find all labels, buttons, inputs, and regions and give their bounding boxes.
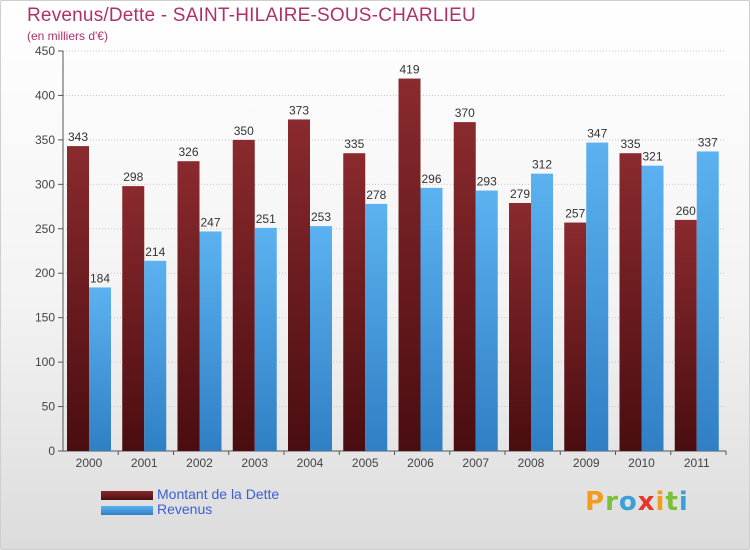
bar-revenus-2009 (586, 142, 609, 452)
bar-revenus-2006 (420, 187, 443, 451)
y-tick-label: 150 (35, 311, 55, 325)
x-tick-label: 2006 (407, 456, 434, 470)
x-tick-label: 2002 (186, 456, 213, 470)
bar-revenus-2011 (696, 151, 719, 451)
logo-letter: x (637, 487, 656, 517)
bar-dette-2005 (343, 153, 366, 451)
x-tick-label: 2008 (518, 456, 545, 470)
x-tick-label: 2003 (241, 456, 268, 470)
y-tick-label: 250 (35, 222, 55, 236)
y-tick-label: 350 (35, 133, 55, 147)
x-tick-label: 2005 (352, 456, 379, 470)
legend-swatch-revenus (101, 506, 153, 515)
bar-revenus-2000 (89, 287, 111, 451)
data-label-dette-2011: 260 (676, 204, 696, 218)
data-label-revenus-2009: 347 (587, 127, 607, 141)
bar-dette-2006 (398, 78, 421, 452)
logo-letter: i (655, 487, 666, 517)
bar-revenus-2004 (310, 226, 332, 451)
bar-dette-2009 (564, 222, 587, 451)
x-tick-label: 2001 (131, 456, 158, 470)
x-tick-label: 2004 (297, 456, 324, 470)
y-tick-label: 100 (35, 355, 55, 369)
y-tick-label: 300 (35, 177, 55, 191)
bar-dette-2007 (453, 122, 476, 451)
x-tick-label: 2007 (462, 456, 489, 470)
data-label-revenus-2003: 251 (256, 212, 276, 226)
data-label-revenus-2001: 214 (145, 245, 165, 259)
data-label-revenus-2002: 247 (200, 215, 220, 229)
bar-dette-2010 (619, 153, 642, 451)
x-tick-label: 2011 (684, 456, 710, 470)
data-label-revenus-2011: 337 (698, 135, 718, 149)
data-label-dette-2001: 298 (123, 170, 143, 184)
data-label-revenus-2010: 321 (642, 150, 662, 164)
logo-letter: i (678, 487, 689, 517)
logo-letter: P (585, 487, 606, 517)
data-label-dette-2008: 279 (510, 187, 530, 201)
data-label-dette-2006: 419 (399, 63, 419, 77)
data-label-dette-2000: 343 (68, 130, 88, 144)
bar-revenus-2002 (199, 231, 222, 451)
bar-dette-2002 (177, 161, 200, 451)
logo-letter: t (665, 487, 679, 517)
data-label-revenus-2006: 296 (421, 172, 441, 186)
y-tick-label: 400 (35, 88, 55, 102)
data-label-dette-2003: 350 (234, 124, 254, 138)
bar-dette-2004 (288, 119, 310, 451)
proxiti-logo: Proxiti (585, 487, 689, 517)
bar-revenus-2003 (254, 227, 277, 451)
y-tick-label: 450 (35, 44, 55, 58)
data-label-dette-2004: 373 (289, 103, 309, 117)
x-tick-label: 2010 (628, 456, 655, 470)
bar-dette-2000 (67, 146, 89, 451)
y-tick-label: 0 (48, 444, 55, 458)
data-label-revenus-2000: 184 (90, 271, 110, 285)
bar-revenus-2008 (531, 173, 553, 451)
logo-letter: r (605, 487, 619, 517)
bar-revenus-2005 (365, 203, 388, 451)
data-label-dette-2007: 370 (455, 106, 475, 120)
bar-dette-2001 (122, 186, 145, 451)
bar-revenus-2007 (475, 190, 498, 452)
x-tick-label: 2009 (573, 456, 600, 470)
data-label-revenus-2007: 293 (477, 175, 497, 189)
y-tick-label: 50 (42, 400, 56, 414)
bar-revenus-2001 (144, 260, 167, 451)
data-label-dette-2005: 335 (344, 137, 364, 151)
x-tick-label: 2000 (76, 456, 103, 470)
bar-dette-2003 (232, 139, 255, 451)
chart-title: Revenus/Dette - SAINT-HILAIRE-SOUS-CHARL… (27, 5, 476, 26)
data-label-dette-2009: 257 (565, 207, 585, 221)
logo-letter: o (618, 487, 638, 517)
data-label-revenus-2008: 312 (532, 158, 552, 172)
legend-label-revenus: Revenus (157, 501, 213, 517)
chart-subtitle: (en milliers d'€) (27, 29, 108, 43)
data-label-revenus-2005: 278 (366, 188, 386, 202)
legend-label-dette: Montant de la Dette (157, 486, 280, 502)
bar-revenus-2010 (641, 165, 664, 451)
legend-swatch-dette (101, 491, 153, 500)
bar-dette-2011 (674, 219, 697, 451)
data-label-dette-2010: 335 (620, 137, 640, 151)
data-label-dette-2002: 326 (178, 145, 198, 159)
bar-dette-2008 (509, 203, 531, 451)
y-tick-label: 200 (35, 266, 55, 280)
data-label-revenus-2004: 253 (311, 210, 331, 224)
